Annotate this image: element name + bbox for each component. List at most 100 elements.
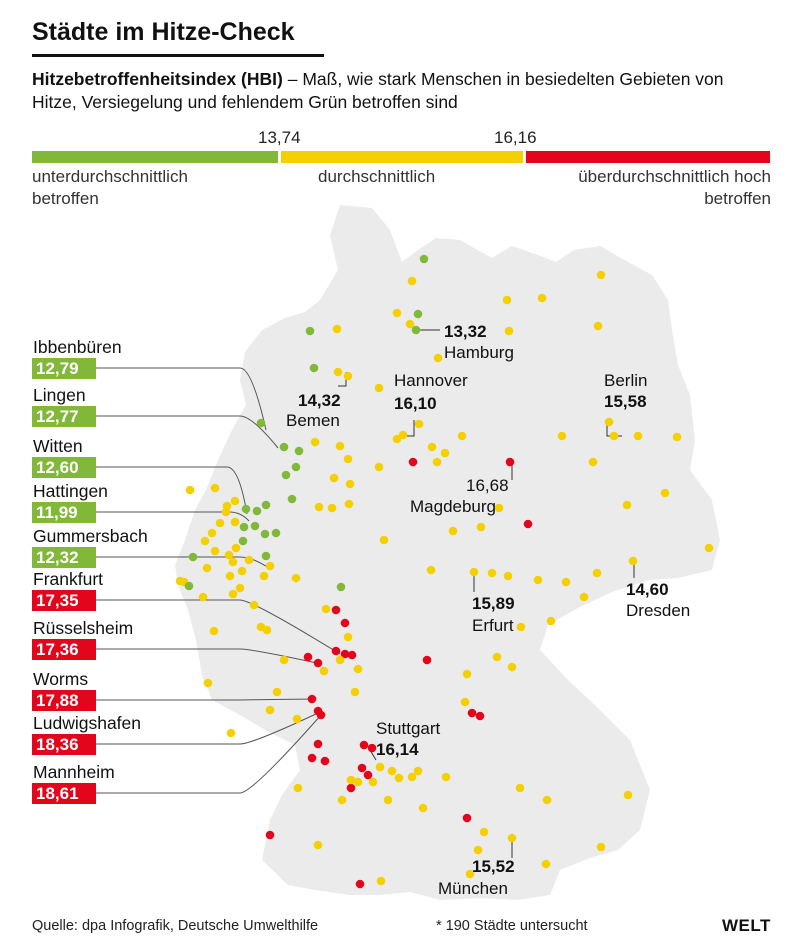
hannover-name: Hannover	[394, 371, 468, 390]
city-dot	[353, 664, 363, 674]
city-dot	[225, 571, 235, 581]
callout-value-badge-3: 11,99	[32, 502, 96, 523]
city-dot	[413, 766, 423, 776]
city-dot	[374, 383, 384, 393]
city-dot	[344, 499, 354, 509]
berlin-value: 15,58	[604, 392, 647, 411]
magdeburg-value: 16,68	[466, 476, 509, 495]
city-dot	[237, 566, 247, 576]
city-dot	[249, 600, 259, 610]
city-dot	[457, 431, 467, 441]
city-dot	[383, 795, 393, 805]
connector-line-5	[96, 599, 341, 655]
legend-label-low: unterdurchschnittlich betroffen	[32, 167, 188, 208]
city-dot	[188, 552, 198, 562]
city-dot	[305, 326, 315, 336]
city-dot	[231, 543, 241, 553]
callout-value-badge-4: 12,32	[32, 547, 96, 568]
city-dot	[321, 604, 331, 614]
city-dot	[704, 543, 714, 553]
city-dot	[238, 536, 248, 546]
city-dot	[672, 432, 682, 442]
city-dot	[239, 522, 249, 532]
city-dot	[175, 576, 185, 586]
city-dot	[329, 473, 339, 483]
subtitle-text: – Maß, wie stark Menschen in besiedelten…	[32, 69, 724, 112]
threshold-high: 16,16	[494, 128, 537, 147]
city-dot	[226, 728, 236, 738]
city-dot	[492, 652, 502, 662]
city-dot	[414, 419, 424, 429]
city-dot	[252, 506, 262, 516]
city-dot	[293, 783, 303, 793]
city-dots	[175, 254, 714, 889]
city-dot	[460, 697, 470, 707]
city-dot	[200, 536, 210, 546]
welt-logo: WELT	[722, 916, 771, 935]
callout-value-badge-6: 17,36	[32, 639, 96, 660]
city-dot	[462, 669, 472, 679]
city-dot	[418, 803, 428, 813]
connector-line-6	[96, 648, 318, 664]
city-dot	[523, 519, 533, 529]
city-dot	[433, 353, 443, 363]
city-dot	[604, 417, 614, 427]
city-dot	[465, 869, 475, 879]
city-dot	[505, 457, 515, 467]
city-dot	[375, 762, 385, 772]
city-dot	[316, 710, 326, 720]
city-dot	[346, 775, 356, 785]
city-dot	[504, 326, 514, 336]
city-dot	[469, 567, 479, 577]
city-dot	[319, 666, 329, 676]
callout-value-badge-8: 18,36	[32, 734, 96, 755]
connector-line-1	[96, 415, 279, 449]
legend-label-mid: durchschnittlich	[318, 167, 436, 186]
callout-name-7: Worms	[33, 669, 89, 689]
city-dot	[265, 830, 275, 840]
city-dot	[230, 517, 240, 527]
city-dot	[256, 418, 266, 428]
city-dot	[359, 740, 369, 750]
city-dot	[207, 528, 217, 538]
city-dot	[303, 652, 313, 662]
city-dot	[307, 753, 317, 763]
subtitle-bold: Hitzebetroffenheitsindex (HBI)	[32, 69, 283, 89]
city-dot	[294, 446, 304, 456]
city-dot	[422, 655, 432, 665]
city-dot	[588, 457, 598, 467]
city-dot	[507, 662, 517, 672]
legend-band-mid	[281, 151, 523, 163]
city-dot	[546, 616, 556, 626]
city-dot	[327, 503, 337, 513]
city-dot	[259, 571, 269, 581]
city-dot	[487, 568, 497, 578]
city-dot	[561, 577, 571, 587]
city-dot	[516, 622, 526, 632]
city-dot	[281, 470, 291, 480]
callout-name-0: Ibbenbüren	[33, 337, 122, 357]
sample-note: * 190 Städte untersucht	[436, 918, 588, 934]
city-dot	[392, 308, 402, 318]
city-dot	[347, 650, 357, 660]
legend-band-high	[526, 151, 770, 163]
city-dot	[596, 842, 606, 852]
callout-value-badge-5: 17,35	[32, 590, 96, 611]
dresden-value: 14,60	[626, 580, 669, 599]
city-dot	[507, 833, 517, 843]
city-dot	[292, 714, 302, 724]
city-dot	[660, 488, 670, 498]
city-dot	[363, 770, 373, 780]
city-dot	[279, 655, 289, 665]
berlin-name: Berlin	[604, 371, 648, 390]
city-dot	[202, 563, 212, 573]
city-dot	[407, 772, 417, 782]
magdeburg-name: Magdeburg	[410, 497, 497, 516]
legend-label-high: überdurchschnittlich hoch betroffen	[578, 167, 771, 208]
city-dot	[343, 632, 353, 642]
city-dot	[331, 605, 341, 615]
city-dot	[291, 573, 301, 583]
hamburg-name: Hamburg	[444, 343, 514, 362]
erfurt-value: 15,89	[472, 594, 515, 613]
